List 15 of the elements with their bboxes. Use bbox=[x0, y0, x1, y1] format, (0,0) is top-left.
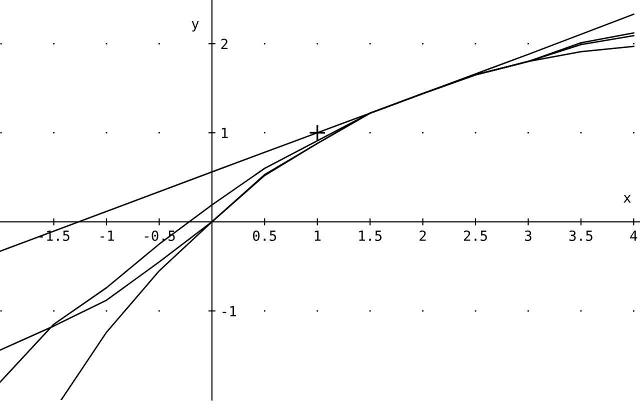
y-tick-label: 2 bbox=[221, 38, 228, 49]
x-tick-label: 3 bbox=[524, 230, 532, 241]
x-tick-label: 1 bbox=[314, 230, 321, 241]
y-axis-title: y bbox=[192, 21, 199, 32]
x-tick-label: 1.5 bbox=[359, 230, 382, 241]
y-tick-label: -1 bbox=[222, 306, 236, 316]
x-tick-label: -1.5 bbox=[39, 230, 70, 241]
x-tick-label: 3.5 bbox=[569, 230, 592, 241]
x-tick-label: 2 bbox=[420, 230, 426, 241]
x-tick-label: 2.5 bbox=[464, 230, 487, 241]
x-tick-label: 4 bbox=[630, 230, 638, 241]
y-tick-label: 1 bbox=[222, 128, 228, 138]
x-axis-title: x bbox=[624, 195, 631, 203]
x-tick-label: 0.5 bbox=[253, 230, 276, 241]
x-tick-label: -1 bbox=[100, 230, 114, 241]
